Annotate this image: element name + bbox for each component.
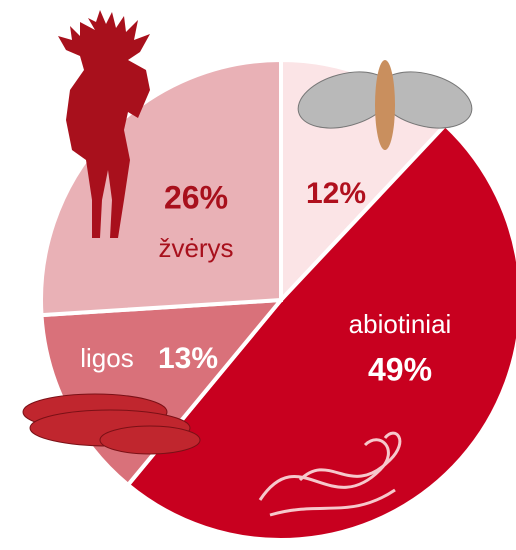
value-label: 13%	[158, 342, 218, 375]
value-label: 12%	[306, 177, 366, 210]
pie-slice	[125, 122, 516, 542]
moose-icon	[58, 10, 150, 238]
value-label: 26%	[164, 179, 228, 215]
value-label: 49%	[368, 351, 432, 387]
moth-icon	[297, 60, 473, 150]
fungus-icon	[22, 393, 201, 455]
category-label: žvėrys	[158, 233, 233, 263]
category-label: ligos	[80, 343, 133, 373]
wind-icon	[258, 431, 402, 517]
category-label: abiotiniai	[349, 309, 452, 339]
